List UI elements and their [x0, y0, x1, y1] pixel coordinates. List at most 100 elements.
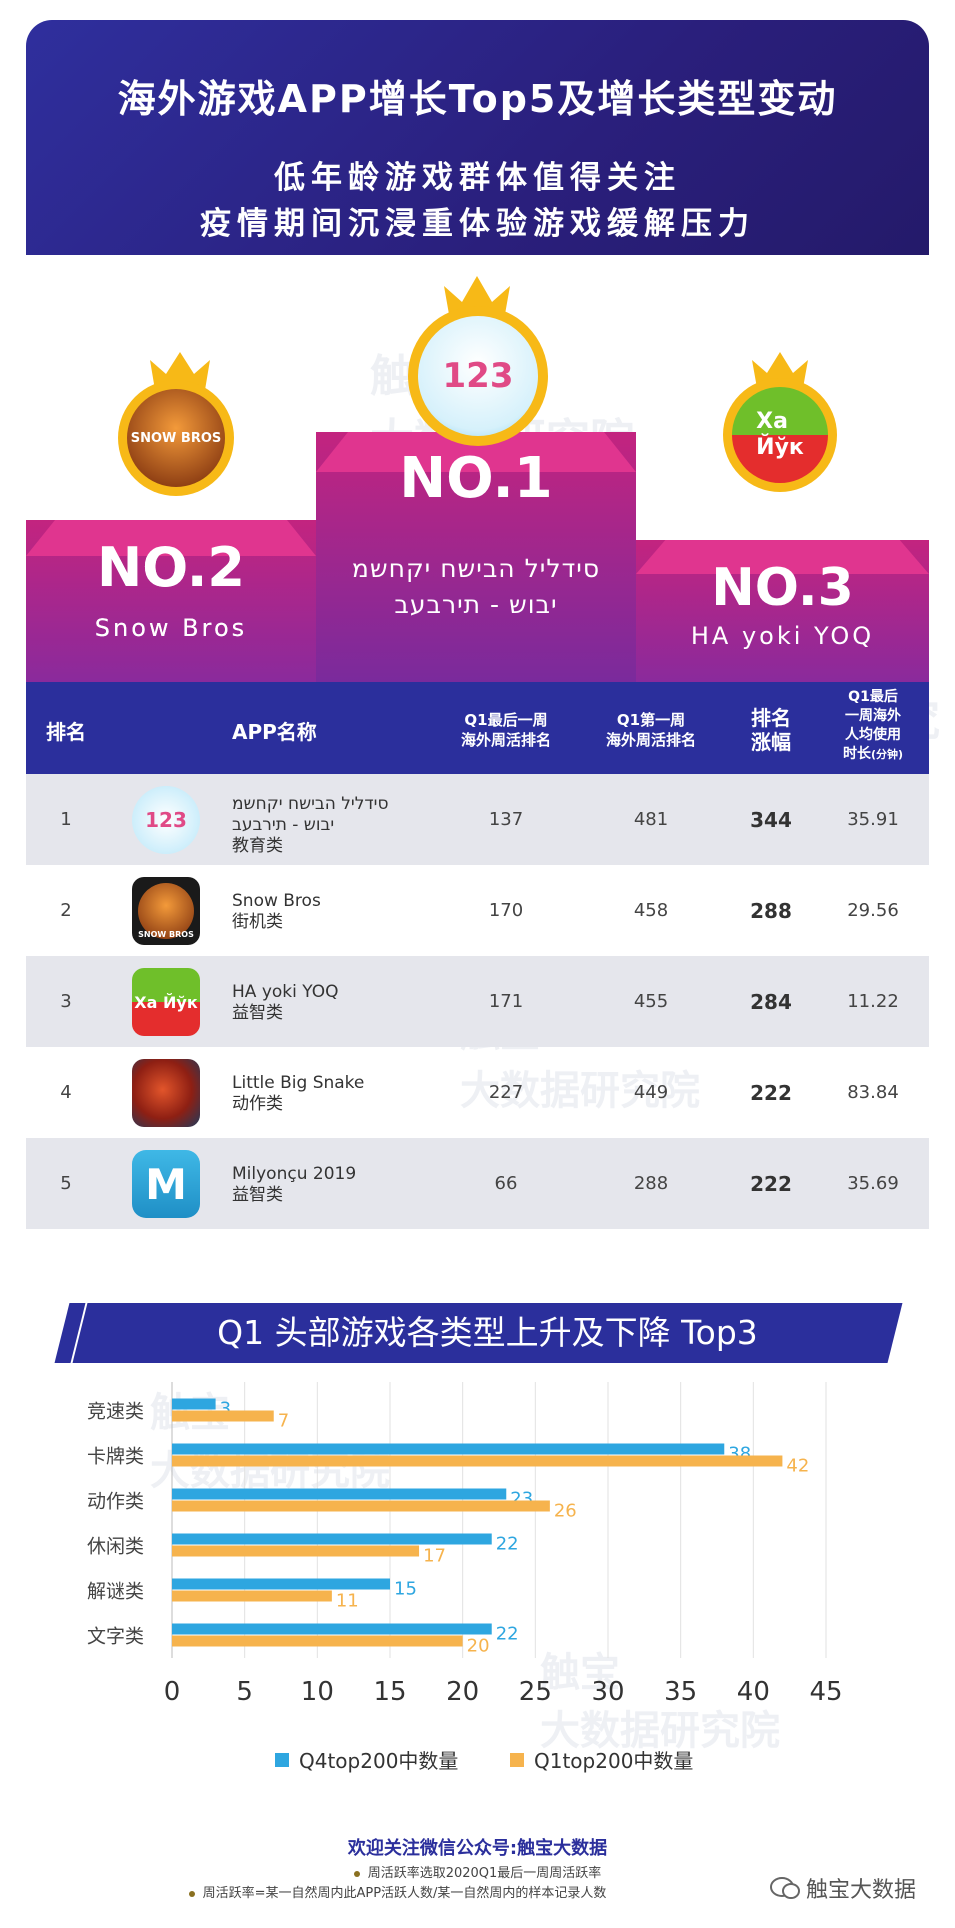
app-icon: 123 [132, 786, 200, 854]
app-icon: M [132, 1150, 200, 1218]
row-app-name: Little Big Snake 动作类 [232, 1073, 364, 1115]
bullet-icon [188, 1890, 195, 1897]
row-usage: 35.69 [847, 1173, 899, 1194]
bar [172, 1488, 507, 1500]
row-q1-first: 288 [633, 1173, 669, 1194]
bar [172, 1455, 783, 1467]
bar [172, 1545, 420, 1557]
table-row: 1 123 סידליל הבישח יקחשמ יבוש - תירבעב 教… [26, 774, 929, 865]
bar [172, 1635, 463, 1647]
row-rise: 284 [750, 989, 792, 1014]
row-q1-first: 458 [633, 900, 669, 921]
bar [172, 1500, 550, 1512]
legend-label-q4: Q4top200中数量 [299, 1749, 459, 1773]
data-label: 42 [786, 1456, 809, 1477]
app-name: HA yoki YOQ [232, 982, 339, 1002]
table-header: 排名 APP名称 Q1最后一周 海外周活排名 Q1第一周 海外周活排名 排名 涨… [26, 682, 929, 774]
app-category: 街机类 [232, 912, 283, 932]
podium-third-rank: NO.3 [711, 558, 854, 618]
category-label: 卡牌类 [87, 1446, 144, 1468]
th-q1-first-1: Q1第一周 [616, 711, 686, 729]
row-rise: 222 [750, 1171, 792, 1196]
row-q1-first: 449 [633, 1082, 669, 1103]
podium-first-name-2: יבוש - תירבעב [394, 590, 558, 619]
table-row: 3 Ха Йўк HA yoki YOQ 益智类 171 455 284 11.… [26, 956, 929, 1047]
row-q1-first: 455 [633, 991, 669, 1012]
legend-item-q4: Q4top200中数量 [275, 1745, 458, 1774]
row-usage: 29.56 [847, 900, 899, 921]
row-q1-last: 227 [488, 1082, 524, 1103]
row-q1-last: 137 [488, 809, 524, 830]
row-rank: 4 [60, 1082, 72, 1103]
row-app-name: Milyonçu 2019 益智类 [232, 1164, 356, 1206]
th-q1-last-2: 海外周活排名 [460, 731, 551, 749]
snake-app-icon [132, 1059, 200, 1127]
row-q1-last: 171 [488, 991, 524, 1012]
podium-first-rank: NO.1 [399, 446, 553, 511]
header-banner: 海外游戏APP增长Top5及增长类型变动 低年龄游戏群体值得关注 疫情期间沉浸重… [26, 20, 929, 255]
th-q1-first: Q1第一周 海外周活排名 [566, 710, 736, 750]
podium-first [316, 432, 636, 682]
medal-second: SNOW BROS [118, 380, 234, 496]
podium-second-rank-label: NO.2 [97, 536, 245, 599]
row-rank: 1 [60, 809, 72, 830]
footer-brand: 触宝大数据 [770, 1872, 916, 1904]
ha-yoki-logo-icon: Ха Йўк [732, 387, 828, 483]
app-icon: Ха Йўк [132, 968, 200, 1036]
row-rise: 288 [750, 898, 792, 923]
x-tick-label: 25 [519, 1677, 552, 1707]
medal-first: 123 [408, 306, 548, 446]
legend-swatch-q1 [510, 1752, 524, 1767]
x-tick-label: 5 [236, 1677, 253, 1707]
table-row: 5 M Milyonçu 2019 益智类 66 288 222 35.69 [26, 1138, 929, 1229]
x-tick-label: 30 [591, 1677, 624, 1707]
row-usage: 35.91 [847, 809, 899, 830]
th-q1-last: Q1最后一周 海外周活排名 [426, 710, 586, 750]
th-usage: Q1最后 一周海外 人均使用 时长(分钟) [818, 688, 928, 764]
app-name: Little Big Snake [232, 1073, 365, 1093]
data-label: 7 [278, 1411, 289, 1432]
app-category: 动作类 [232, 1094, 283, 1114]
data-label: 22 [496, 1534, 519, 1555]
th-rise-2: 涨幅 [751, 730, 791, 754]
category-label: 解谜类 [87, 1581, 144, 1603]
x-tick-label: 20 [446, 1677, 479, 1707]
x-tick-label: 35 [664, 1677, 697, 1707]
footer-note-1: 周活跃率选取2020Q1最后一周周活跃率 [0, 1862, 955, 1881]
podium-second-top [26, 520, 316, 556]
row-rise: 344 [750, 807, 792, 832]
x-tick-label: 15 [373, 1677, 406, 1707]
medal-third: Ха Йўк [723, 378, 837, 492]
snow-bros-icon: SNOW BROS [138, 883, 194, 939]
row-q1-last: 170 [488, 900, 524, 921]
podium-third-labels: NO.3 HA yoki YOQ [636, 540, 929, 682]
row-rise: 222 [750, 1080, 792, 1105]
category-label: 竞速类 [87, 1401, 144, 1423]
section-title: Q1 头部游戏各类型上升及下降 Top3 [217, 1313, 758, 1352]
data-label: 26 [554, 1501, 577, 1522]
th-rank: 排名 [46, 720, 86, 744]
bar [172, 1533, 492, 1545]
app-category: 益智类 [232, 1003, 283, 1023]
row-app-name: סידליל הבישח יקחשמ יבוש - תירבעב 教育类 [232, 794, 389, 857]
footer-note-2: 周活跃率=某一自然周内此APP活跃人数/某一自然周内的样本记录人数 [0, 1882, 875, 1901]
th-app: APP名称 [232, 720, 317, 744]
row-q1-first: 481 [633, 809, 669, 830]
page-title: 海外游戏APP增长Top5及增长类型变动 [117, 77, 838, 121]
table-row: 2 SNOW BROS Snow Bros 街机类 170 458 288 29… [26, 865, 929, 956]
th-usage-3: 人均使用 [845, 727, 901, 743]
wechat-icon [770, 1877, 800, 1899]
data-label: 11 [336, 1591, 359, 1612]
row-rank: 3 [60, 991, 72, 1012]
app-category: 教育类 [232, 836, 283, 856]
footer-note-1-text: 周活跃率选取2020Q1最后一周周活跃率 [367, 1866, 602, 1881]
legend-label-q1: Q1top200中数量 [534, 1749, 694, 1773]
podium-first-name-1: סידליל הבישח יקחשמ [351, 554, 601, 583]
ranking-table: 排名 APP名称 Q1最后一周 海外周活排名 Q1第一周 海外周活排名 排名 涨… [26, 682, 929, 1229]
subtitle-1: 低年龄游戏群体值得关注 [274, 160, 681, 196]
app-category: 益智类 [232, 1185, 283, 1205]
th-usage-2: 一周海外 [845, 708, 901, 724]
app-name: Snow Bros [232, 891, 321, 911]
app-name-2: יבוש - תירבעב [232, 815, 335, 835]
bar [172, 1590, 332, 1602]
